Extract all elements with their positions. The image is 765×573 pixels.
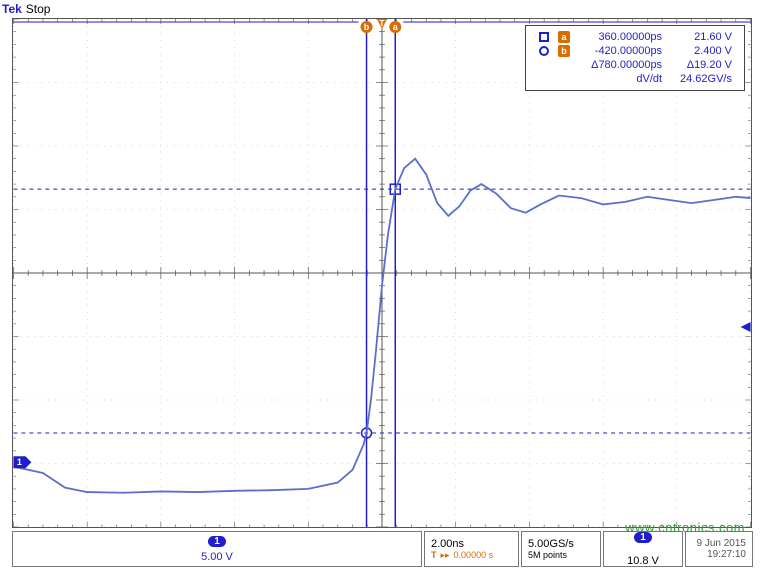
channel-scale-box: 1 5.00 V (12, 531, 422, 567)
cursor-time: Δ780.00000ps (574, 58, 666, 72)
cursor-time: -420.00000ps (574, 44, 666, 58)
cursor-square-icon (539, 32, 549, 42)
sample-rate: 5.00GS/s (528, 538, 594, 550)
trigger-box: 1 10.8 V (603, 531, 683, 567)
trigger-position-icon: T (431, 550, 437, 560)
timebase-box: 2.00ns T ▸▸ 0.00000 s (424, 531, 519, 567)
trigger-level: 10.8 V (627, 555, 659, 567)
oscilloscope-screenshot: Tek Stop baT1 a360.00000ps21.60 Vb-420.0… (0, 0, 765, 573)
timebase-scale: 2.00ns (431, 538, 464, 550)
run-status: Stop (26, 2, 51, 16)
cursor-badge: a (558, 31, 569, 43)
cursor-readout-panel: a 360.00000ps21.60 V b -420.00000ps2.400 VΔ… (525, 25, 745, 91)
channel-scale-value: 5.00 V (201, 551, 233, 563)
plot-svg: baT1 (13, 19, 751, 527)
cursor-value: 21.60 V (666, 30, 736, 44)
acquisition-time: 19:27:10 (692, 549, 746, 560)
brand-label: Tek (2, 2, 22, 16)
acquisition-date: 9 Jun 2015 (692, 538, 746, 549)
cursor-value: 24.62GV/s (666, 72, 736, 86)
channel-badge: 1 (208, 536, 226, 547)
svg-text:1: 1 (17, 457, 22, 467)
acquisition-box: 5.00GS/s 5M points (521, 531, 601, 567)
header-bar: Tek Stop (0, 0, 50, 18)
cursor-value: Δ19.20 V (666, 58, 736, 72)
timestamp-box: 9 Jun 2015 19:27:10 (685, 531, 753, 567)
cursor-circle-icon (539, 46, 549, 56)
status-bar: 1 5.00 V 2.00ns T ▸▸ 0.00000 s 5.00GS/s … (12, 531, 753, 567)
cursor-time: dV/dt (574, 72, 666, 86)
cursor-badge: b (558, 45, 570, 57)
svg-text:T: T (380, 19, 385, 28)
record-length: 5M points (528, 550, 594, 560)
svg-text:b: b (364, 22, 370, 32)
cursor-time: 360.00000ps (574, 30, 666, 44)
cursor-value: 2.400 V (666, 44, 736, 58)
waveform-plot: baT1 a360.00000ps21.60 Vb-420.00000ps2.4… (12, 18, 752, 528)
watermark-text: www.cntronics.com (625, 520, 745, 535)
timebase-offset: 0.00000 s (454, 550, 494, 560)
timebase-offset-arrows: ▸▸ (441, 550, 450, 561)
